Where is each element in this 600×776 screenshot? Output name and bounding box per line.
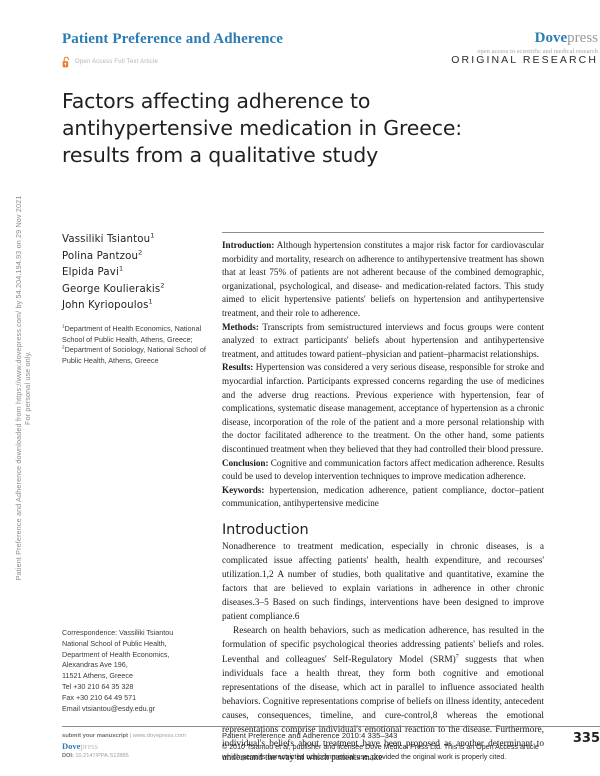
abstract-conclusion: Conclusion: Cognitive and communication … <box>222 457 544 484</box>
abstract-conclusion-label: Conclusion: <box>222 457 269 468</box>
correspondence-line: 11521 Athens, Greece <box>62 671 133 681</box>
abstract-results-text: Hypertension was considered a very serio… <box>222 362 544 454</box>
masthead: Patient Preference and Adherence Dovepre… <box>62 0 600 55</box>
abstract-keywords-text: hypertension, medication adherence, pati… <box>222 484 544 509</box>
author-affiliation-marker: 2 <box>160 281 165 290</box>
author-item: Vassiliki Tsiantou1 <box>62 232 212 249</box>
author-item: George Koulierakis2 <box>62 282 212 299</box>
footer-doi[interactable]: DOI: 10.2147/PPA.S12885 <box>62 752 212 760</box>
article-title: Factors affecting adherence to antihyper… <box>62 89 463 168</box>
author-name: John Kyriopoulos <box>62 300 149 312</box>
abstract-results: Results: Hypertension was considered a v… <box>222 361 544 456</box>
watermark-line-2: For personal use only. <box>23 351 32 425</box>
correspondence-line: National School of Public Health, <box>62 638 167 648</box>
dovepress-logo-press: press <box>567 30 598 46</box>
author-affiliations: 1Department of Health Economics, Nationa… <box>62 323 206 366</box>
dovepress-logo-dove: Dove <box>534 30 568 46</box>
left-column: Vassiliki Tsiantou1 Polina Pantzou2 Elpi… <box>62 232 212 722</box>
page-footer: submit your manuscript | www.dovepress.c… <box>62 726 600 768</box>
submit-manuscript-link[interactable]: submit your manuscript | www.dovepress.c… <box>62 732 212 741</box>
page-number: 335 <box>572 731 600 746</box>
footer-left: submit your manuscript | www.dovepress.c… <box>62 732 212 760</box>
page-content: Patient Preference and Adherence Dovepre… <box>62 0 600 776</box>
doi-value: 10.2147/PPA.S12885 <box>73 752 129 759</box>
body-area: Vassiliki Tsiantou1 Polina Pantzou2 Elpi… <box>62 232 600 763</box>
footer-license: © 2010 Tsiantou et al, publisher and lic… <box>222 742 552 762</box>
open-access-row: Open Access Full Text Article ORIGINAL R… <box>62 52 600 78</box>
abstract-conclusion-text: Cognitive and communication factors affe… <box>222 457 544 482</box>
abstract-keywords: Keywords: hypertension, medication adher… <box>222 484 544 511</box>
footer-right: Patient Preference and Adherence 2010:4 … <box>222 731 552 762</box>
abstract-introduction-text: Although hypertension constitutes a majo… <box>222 240 544 318</box>
abstract-methods: Methods: Transcripts from semistructured… <box>222 321 544 362</box>
introduction-body: Nonadherence to treatment medication, es… <box>222 540 544 765</box>
doi-label: DOI: <box>62 752 74 759</box>
journal-title: Patient Preference and Adherence <box>62 31 284 47</box>
open-lock-icon <box>62 56 69 68</box>
abstract-methods-label: Methods: <box>222 321 259 332</box>
author-item: Polina Pantzou2 <box>62 249 212 266</box>
abstract-keywords-label: Keywords: <box>222 484 265 495</box>
author-name: George Koulierakis <box>62 283 161 295</box>
correspondence-email[interactable]: Email vtsiantou@esdy.edu.gr <box>62 703 156 713</box>
introduction-heading: Introduction <box>222 521 309 538</box>
author-name: Elpida Pavi <box>62 267 119 279</box>
author-list: Vassiliki Tsiantou1 Polina Pantzou2 Elpi… <box>62 232 212 315</box>
submit-manuscript-url: | www.dovepress.com <box>128 733 186 739</box>
abstract-methods-text: Transcripts from semistructured intervie… <box>222 321 544 359</box>
abstract-top-rule <box>222 232 544 233</box>
dovepress-tagline: open access to scientific and medical re… <box>477 47 598 55</box>
license-line-2: which permits unrestricted noncommercial… <box>222 753 507 762</box>
correspondence-fax: Fax +30 210 64 49 571 <box>62 692 137 702</box>
author-affiliation-marker: 1 <box>148 297 153 306</box>
author-affiliation-marker: 2 <box>138 248 143 257</box>
watermark-text: Patient Preference and Adherence downloa… <box>14 108 32 668</box>
abstract-section: Introduction: Although hypertension cons… <box>222 239 544 511</box>
abstract-introduction-label: Introduction: <box>222 240 275 250</box>
open-access-badge[interactable]: Open Access Full Text Article <box>62 56 158 68</box>
correspondence-line: Department of Health Economics, <box>62 649 170 659</box>
abstract-results-label: Results: <box>222 362 254 373</box>
footer-citation: Patient Preference and Adherence 2010:4 … <box>222 731 398 740</box>
correspondence-block: Correspondence: Vassiliki Tsiantou Natio… <box>62 628 214 714</box>
author-affiliation-marker: 1 <box>150 231 155 240</box>
introduction-paragraph: Research on health behaviors, such as me… <box>222 626 545 764</box>
article-type-label: ORIGINAL RESEARCH <box>451 54 598 66</box>
correspondence-line: Correspondence: Vassiliki Tsiantou <box>62 628 174 637</box>
author-item: John Kyriopoulos1 <box>62 298 212 315</box>
author-item: Elpida Pavi1 <box>62 265 212 282</box>
author-name: Vassiliki Tsiantou <box>62 234 151 245</box>
watermark-line-1: Patient Preference and Adherence downloa… <box>14 195 23 581</box>
right-column: Introduction: Although hypertension cons… <box>222 232 544 763</box>
correspondence-phone: Tel +30 210 64 35 328 <box>62 681 134 691</box>
submit-manuscript-label: submit your manuscript <box>62 733 129 739</box>
footer-dove-text: Dove <box>62 740 81 751</box>
license-line-1: © 2010 Tsiantou et al, publisher and lic… <box>222 743 539 751</box>
footer-dovepress-logo[interactable]: Dovepress <box>62 741 212 752</box>
author-name: Polina Pantzou <box>62 250 139 262</box>
open-access-label: Open Access Full Text Article <box>75 59 159 65</box>
abstract-introduction: Introduction: Although hypertension cons… <box>222 239 544 321</box>
download-watermark: Patient Preference and Adherence downloa… <box>0 0 46 776</box>
correspondence-line: Alexandras Ave 196, <box>62 660 128 670</box>
dovepress-logo[interactable]: Dovepress open access to scientific and … <box>477 30 598 55</box>
introduction-paragraph: Nonadherence to treatment medication, es… <box>222 541 544 623</box>
author-affiliation-marker: 1 <box>118 264 124 273</box>
footer-press-text: press <box>80 740 98 751</box>
